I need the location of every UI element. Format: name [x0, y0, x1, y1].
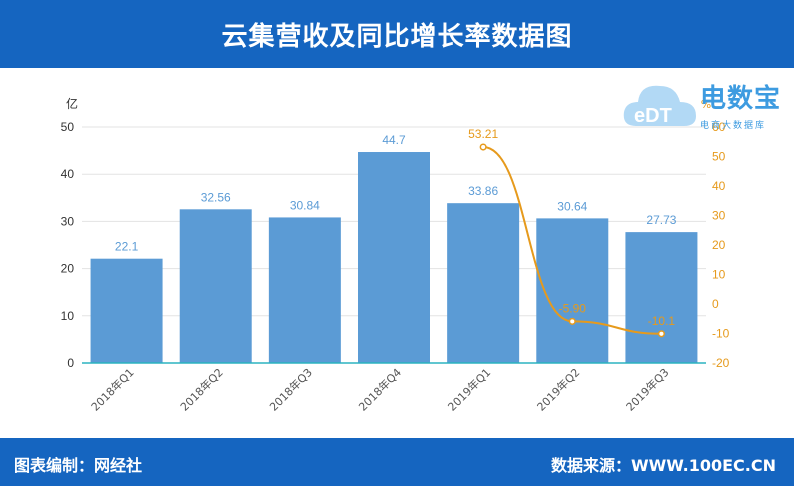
- y-tick-label-right: 20: [712, 238, 726, 252]
- y-axis-label-left: 亿: [66, 96, 78, 111]
- line-point: [479, 143, 487, 151]
- bar: [447, 203, 520, 363]
- y-tick-label-right: 40: [712, 179, 726, 193]
- bar: [268, 217, 341, 363]
- footer-bar: 图表编制：网经社 数据来源：WWW.100EC.CN: [0, 438, 794, 486]
- logo-brand: 电数宝: [700, 84, 782, 114]
- logo-badge: eDT: [634, 105, 672, 127]
- line-point: [568, 317, 576, 325]
- logo-tagline: 电商大数据库: [700, 121, 767, 131]
- line-value-label: -10.1: [648, 314, 676, 328]
- y-tick-label-right: -10: [712, 327, 730, 341]
- y-axis-label-right: %: [701, 98, 711, 111]
- line-value-label: -5.90: [559, 301, 587, 315]
- bar-value-label: 30.84: [290, 198, 320, 212]
- bar-value-label: 32.56: [201, 190, 231, 204]
- line-value-label: 53.21: [468, 127, 498, 141]
- y-tick-label-right: 30: [712, 209, 726, 223]
- bar-value-label: 22.1: [115, 240, 139, 254]
- x-tick-label: 2018年Q1: [88, 365, 137, 414]
- bar-value-label: 33.86: [468, 184, 498, 198]
- x-tick-label: 2019年Q3: [623, 365, 672, 414]
- x-tick-label: 2019年Q2: [534, 365, 583, 414]
- y-tick-label-right: 60: [712, 120, 726, 134]
- bar-value-label: 44.7: [382, 133, 406, 147]
- bar: [536, 218, 609, 363]
- x-tick-label: 2018年Q4: [356, 365, 405, 414]
- y-tick-label-right: 0: [712, 297, 719, 311]
- x-tick-label: 2018年Q3: [266, 365, 315, 414]
- combo-chart: 22.1 32.56 30.84 44.7 33.86 30.64 27.73 53.21 -…: [61, 96, 730, 414]
- bar-value-label: 27.73: [646, 213, 676, 227]
- bar: [179, 209, 252, 363]
- y-tick-label-right: 10: [712, 268, 726, 282]
- y-tick-label-right: -20: [712, 356, 730, 370]
- bar: [625, 232, 698, 363]
- y-tick-label-left: 20: [61, 262, 75, 276]
- bar-value-label: 30.64: [557, 199, 587, 213]
- y-tick-label-left: 50: [61, 120, 75, 134]
- bar-series: 22.1 32.56 30.84 44.7 33.86 30.64 27.73: [90, 133, 698, 363]
- x-tick-label: 2019年Q1: [445, 365, 494, 414]
- chart-title: 云集营收及同比增长率数据图: [221, 21, 573, 52]
- x-tick-label: 2018年Q2: [177, 365, 226, 414]
- title-banner: 云集营收及同比增长率数据图: [0, 0, 794, 68]
- cloud-icon: eDT: [623, 85, 696, 127]
- line-point: [657, 330, 665, 338]
- series-line: [483, 146, 662, 335]
- y-tick-label-left: 30: [61, 214, 75, 228]
- footer-source: 数据来源：WWW.100EC.CN: [550, 456, 776, 475]
- line-series: 53.21 -5.90 -10.1: [468, 127, 676, 338]
- y-tick-label-left: 0: [67, 356, 74, 370]
- footer-compiler: 图表编制：网经社: [14, 456, 143, 475]
- y-tick-label-left: 40: [61, 167, 75, 181]
- y-tick-label-right: 50: [712, 150, 726, 164]
- logo: eDT 电数宝 电商大数据库: [622, 74, 792, 134]
- y-tick-label-left: 10: [61, 309, 75, 323]
- bar: [358, 152, 430, 363]
- bar: [90, 258, 163, 363]
